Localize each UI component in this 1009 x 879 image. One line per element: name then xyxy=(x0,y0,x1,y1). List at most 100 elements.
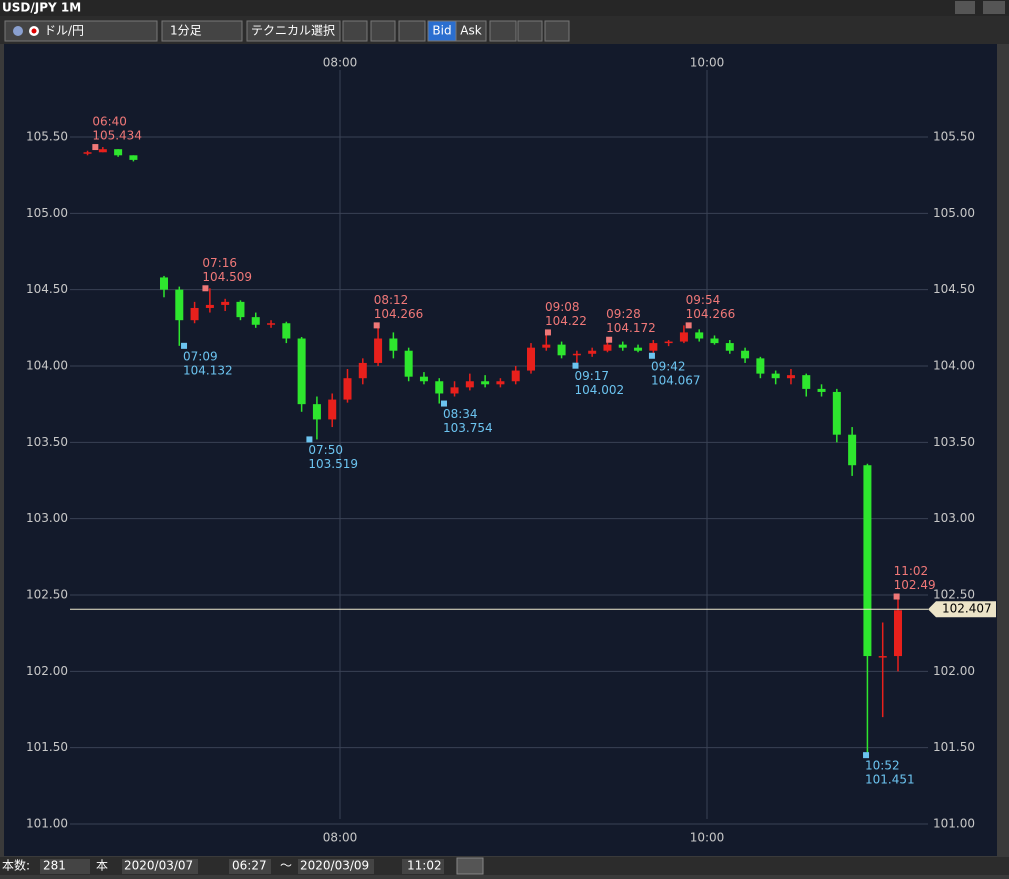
bid: Bid xyxy=(432,24,451,38)
to-time-input[interactable] xyxy=(402,859,444,874)
ask-button[interactable] xyxy=(455,20,487,42)
chart: 101.00 101.00 101.50 101.50 102.00 102.00 102.… xyxy=(26,56,996,845)
area-button[interactable] xyxy=(398,20,426,42)
candle-body xyxy=(725,343,734,351)
low-time: 07:50 xyxy=(308,443,343,457)
low-time: 07:09 xyxy=(183,349,218,363)
low-time: 08:34 xyxy=(443,407,478,421)
high-time: 06:40 xyxy=(92,115,127,129)
pair-select[interactable] xyxy=(4,20,158,42)
candle-body xyxy=(236,301,245,318)
candle-body xyxy=(863,465,872,657)
candle-body xyxy=(251,317,260,325)
y-tick-label: 104.00 xyxy=(26,358,68,372)
low-value: 104.132 xyxy=(183,363,233,377)
x-tick-label: 08:00 xyxy=(323,56,358,70)
candle-body xyxy=(83,152,92,154)
y-tick-label: 103.50 xyxy=(933,435,975,449)
candle-body xyxy=(419,376,428,382)
zoom-in-button[interactable] xyxy=(544,20,570,42)
from-date-input[interactable] xyxy=(122,859,198,874)
low-marker xyxy=(440,400,447,407)
high-time: 09:08 xyxy=(545,300,580,314)
candle-body xyxy=(542,344,551,348)
candle-body xyxy=(878,656,887,658)
y-tick-label: 104.50 xyxy=(933,282,975,296)
timeframe-select[interactable] xyxy=(161,20,243,42)
chart-button[interactable] xyxy=(489,20,517,42)
count-input[interactable] xyxy=(40,859,90,874)
to-date-input[interactable] xyxy=(298,859,374,874)
y-tick-label: 102.00 xyxy=(933,664,975,678)
candle-body xyxy=(221,301,230,305)
low-value: 103.754 xyxy=(443,421,493,435)
candle-body xyxy=(634,347,643,351)
candle-body xyxy=(450,387,459,394)
info-button[interactable] xyxy=(370,20,396,42)
maximize-button[interactable] xyxy=(955,1,975,14)
to-date: 2020/03/09 xyxy=(300,859,369,873)
candle-body xyxy=(312,404,321,420)
last-price-label: 102.407 xyxy=(942,602,992,616)
candle-body xyxy=(282,323,291,339)
high-value: 104.509 xyxy=(202,270,252,284)
low-value: 104.002 xyxy=(574,383,624,397)
candle-body xyxy=(481,381,490,385)
candle-body xyxy=(603,344,612,351)
technical: テクニカル選択 xyxy=(251,24,335,38)
last-price-tag xyxy=(928,601,996,618)
refresh-button[interactable] xyxy=(456,857,484,875)
candle-body xyxy=(465,381,474,388)
low-time: 10:52 xyxy=(865,759,900,773)
candle-body xyxy=(786,375,795,379)
candle-body xyxy=(832,391,841,435)
count-label: 本数: xyxy=(2,858,30,873)
title-bar xyxy=(0,0,1009,16)
low-value: 103.519 xyxy=(308,457,358,471)
candle-body xyxy=(205,304,214,308)
separator: 〜 xyxy=(280,859,292,873)
technical-select[interactable] xyxy=(246,20,341,42)
y-tick-label: 103.50 xyxy=(26,435,68,449)
candle-body xyxy=(267,323,276,325)
flag xyxy=(31,28,37,34)
candle-body xyxy=(848,434,857,466)
candle-body xyxy=(374,338,383,363)
high-marker xyxy=(373,322,380,329)
to-time: 11:02 xyxy=(407,859,442,873)
close-button[interactable] xyxy=(983,1,1005,14)
count-unit: 本 xyxy=(96,859,108,873)
high-marker xyxy=(544,329,551,336)
high-value: 104.266 xyxy=(374,307,424,321)
candle-body xyxy=(802,375,811,389)
high-value: 104.266 xyxy=(686,307,736,321)
candle-body xyxy=(297,338,306,405)
low-value: 101.451 xyxy=(865,773,915,787)
timeframe: 1分足 xyxy=(170,24,202,38)
chart-panel xyxy=(4,44,997,856)
candle-body xyxy=(894,610,902,657)
high-time: 08:12 xyxy=(374,293,409,307)
candle-body xyxy=(114,149,123,156)
ask: Ask xyxy=(460,24,481,38)
y-tick-label: 104.50 xyxy=(26,282,68,296)
y-tick-label: 105.50 xyxy=(933,129,975,143)
y-tick-label: 102.50 xyxy=(26,587,68,601)
high-time: 09:54 xyxy=(686,293,721,307)
candle-body xyxy=(98,149,107,153)
low-marker xyxy=(181,342,188,349)
zoom-out-button[interactable] xyxy=(517,20,543,42)
low-marker xyxy=(306,436,313,443)
candle-body xyxy=(175,289,184,321)
candle-body xyxy=(649,343,658,351)
y-tick-label: 101.00 xyxy=(933,817,975,831)
high-marker xyxy=(92,144,99,151)
from-date: 2020/03/07 xyxy=(124,859,193,873)
draw-button[interactable] xyxy=(342,20,368,42)
high-marker xyxy=(685,322,692,329)
candle-body xyxy=(435,381,444,394)
candle-body xyxy=(496,381,505,385)
candle-body xyxy=(358,362,367,379)
from-time-input[interactable] xyxy=(229,859,271,874)
